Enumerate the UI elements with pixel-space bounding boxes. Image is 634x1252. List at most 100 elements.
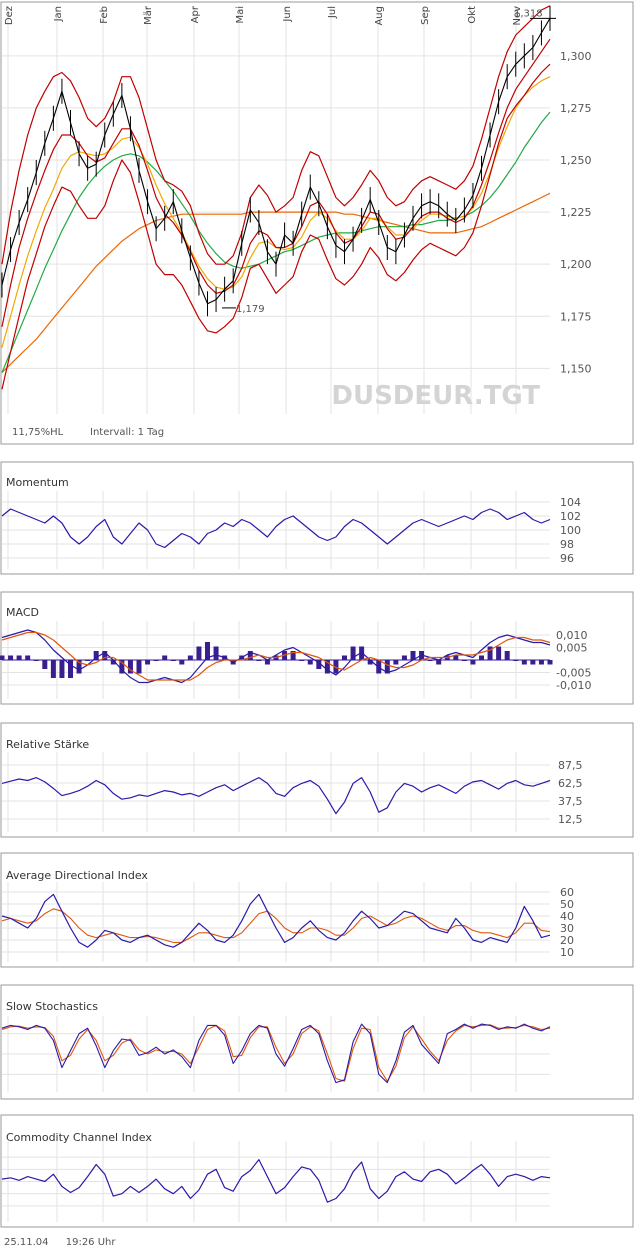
macd-histogram-bar <box>461 660 467 661</box>
y-tick-label: 30 <box>560 922 574 935</box>
panel-title-rsi: Relative Stärke <box>6 738 89 751</box>
macd-histogram-bar <box>93 651 99 660</box>
footer-date: 25.11.04 <box>4 1237 49 1248</box>
macd-histogram-bar <box>513 660 519 661</box>
panel-title-momentum: Momentum <box>6 476 69 489</box>
interval-label: Intervall: 1 Tag <box>90 427 164 438</box>
macd-histogram-bar <box>393 660 399 665</box>
macd-histogram-bar <box>264 660 270 665</box>
series-mid-band <box>1 38 551 327</box>
y-tick-label: 62,5 <box>558 777 583 790</box>
panel-frame-price <box>0 1 634 445</box>
y-tick-label: 40 <box>560 910 574 923</box>
panel-title-stochastics: Slow Stochastics <box>6 1000 98 1013</box>
macd-histogram-bar <box>256 660 262 661</box>
y-tick-label: 100 <box>560 524 581 537</box>
y-tick-label: 10 <box>560 946 574 959</box>
macd-histogram-bar <box>470 660 476 665</box>
macd-histogram-bar <box>213 646 219 660</box>
y-tick-label: 1,275 <box>560 102 592 115</box>
y-tick-label: 60 <box>560 886 574 899</box>
month-label: Sep <box>420 6 431 25</box>
footer: 25.11.04 19:26 Uhr <box>4 1237 129 1248</box>
panel-frame-stochastics <box>0 984 634 1100</box>
macd-histogram-bar <box>119 660 125 674</box>
panel-frame-momentum <box>0 461 634 575</box>
macd-histogram-bar <box>316 660 322 669</box>
macd-histogram-bar <box>547 660 553 665</box>
panel-title-adx: Average Directional Index <box>6 869 148 882</box>
footer-time: 19:26 Uhr <box>65 1237 116 1248</box>
macd-histogram-bar <box>342 655 347 660</box>
month-label: Jan <box>53 6 64 22</box>
y-tick-label: 50 <box>560 898 574 911</box>
y-tick-label: 12,5 <box>558 813 583 826</box>
y-tick-label: -0,010 <box>556 679 591 692</box>
macd-histogram-bar <box>25 655 31 660</box>
macd-histogram-bar <box>247 651 253 660</box>
macd-histogram-bar <box>350 646 356 660</box>
macd-histogram-bar <box>299 660 305 661</box>
series-macd-signal <box>1 631 551 681</box>
series-stoch-d <box>1 1024 551 1082</box>
panel-frame-cci <box>0 1114 634 1228</box>
macd-histogram-bar <box>205 642 210 660</box>
series-rsi <box>1 776 551 815</box>
month-label: Feb <box>99 6 110 24</box>
macd-histogram-bar <box>427 660 433 661</box>
y-tick-label: 0,005 <box>556 642 588 655</box>
macd-histogram-bar <box>530 660 536 665</box>
y-tick-label: 102 <box>560 510 581 523</box>
y-tick-label: 1,250 <box>560 154 592 167</box>
macd-histogram-bar <box>401 655 407 660</box>
macd-histogram-bar <box>8 655 14 660</box>
macd-histogram-bar <box>136 660 142 674</box>
series-upper-band <box>1 5 551 265</box>
series-momentum <box>1 508 551 549</box>
y-tick-label: 20 <box>560 934 574 947</box>
month-label: Mär <box>143 5 154 25</box>
y-tick-label: 87,5 <box>558 759 583 772</box>
y-tick-label: 1,175 <box>560 310 592 323</box>
macd-histogram-bar <box>170 660 176 661</box>
macd-histogram-bar <box>521 660 527 665</box>
macd-histogram-bar <box>453 655 459 660</box>
macd-histogram-bar <box>50 660 56 678</box>
month-label: Dez <box>4 6 15 25</box>
macd-histogram-bar <box>538 660 544 665</box>
month-label: Apr <box>190 5 201 23</box>
high-annotation: 1,318 <box>514 8 543 19</box>
macd-histogram-bar <box>59 660 65 678</box>
low-annotation: 1,179 <box>236 304 265 315</box>
month-label: Okt <box>467 6 478 24</box>
series-adx <box>1 893 551 948</box>
macd-histogram-bar <box>324 660 330 674</box>
y-tick-label: 1,300 <box>560 50 592 63</box>
macd-histogram-bar <box>68 660 73 678</box>
series-stoch-k <box>1 1023 551 1084</box>
macd-histogram-bar <box>33 660 39 661</box>
parameter-label: 11,75%HL <box>12 427 64 438</box>
macd-histogram-bar <box>110 660 116 665</box>
macd-histogram-bar <box>179 660 185 665</box>
series-adx-plus-di <box>1 908 551 943</box>
macd-histogram-bar <box>42 660 48 669</box>
y-tick-label: 1,225 <box>560 206 592 219</box>
month-label: Aug <box>374 6 385 26</box>
macd-histogram-bar <box>76 660 82 674</box>
month-label: Mai <box>235 6 246 24</box>
series-lower-band <box>1 63 551 390</box>
month-label: Nov <box>512 6 523 26</box>
macd-histogram-bar <box>504 651 510 660</box>
macd-histogram-bar <box>496 646 502 660</box>
macd-histogram-bar <box>436 660 442 665</box>
y-tick-label: 1,150 <box>560 362 592 375</box>
macd-histogram-bar <box>127 660 133 674</box>
macd-histogram-bar <box>187 655 193 660</box>
symbol-watermark: DUSDEUR.TGT <box>331 381 540 411</box>
macd-histogram-bar <box>102 651 108 660</box>
macd-histogram-bar <box>307 660 313 665</box>
y-tick-label: 0,010 <box>556 629 588 642</box>
macd-histogram-bar <box>196 646 202 660</box>
